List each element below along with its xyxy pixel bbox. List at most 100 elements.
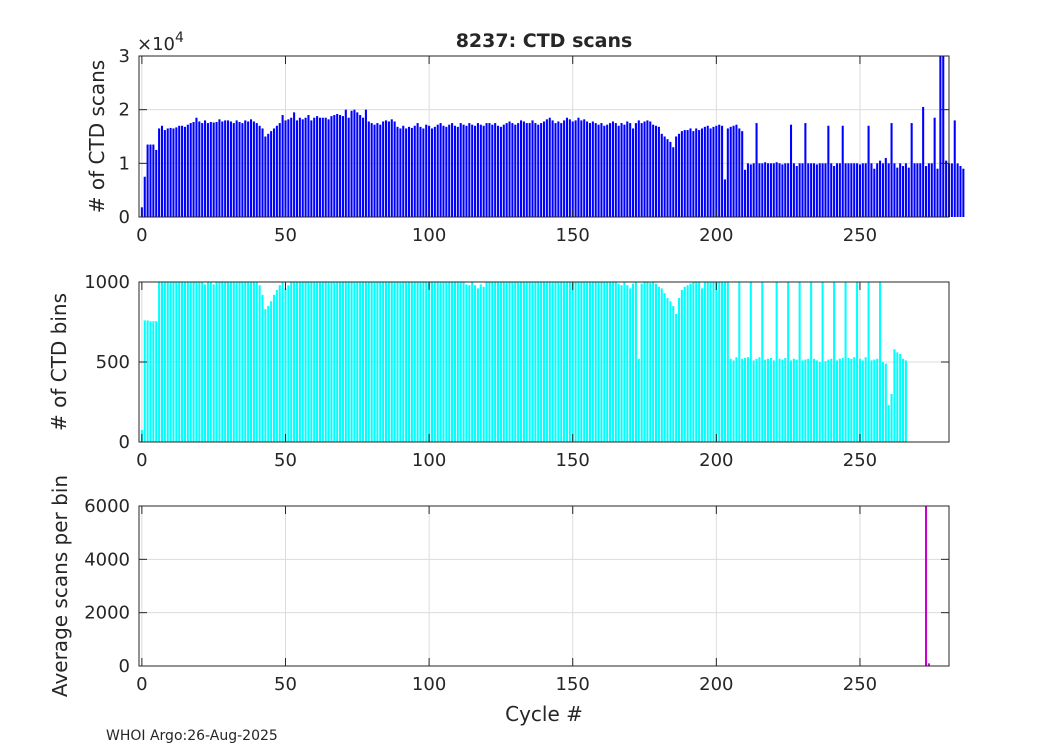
bar xyxy=(798,163,801,217)
x-tick-label: 200 xyxy=(699,674,733,695)
bar xyxy=(514,282,517,442)
x-tick-label: 0 xyxy=(136,225,147,246)
bar xyxy=(554,282,557,442)
x-tick-label: 150 xyxy=(556,674,590,695)
bar xyxy=(827,359,830,442)
bar xyxy=(519,120,523,217)
bar xyxy=(252,282,255,442)
bar xyxy=(764,162,767,217)
bar xyxy=(456,126,459,217)
bar xyxy=(850,358,853,442)
bar xyxy=(924,506,928,666)
bar xyxy=(209,122,212,217)
bar xyxy=(804,123,807,217)
bar xyxy=(175,282,178,442)
bar xyxy=(623,282,626,442)
bar xyxy=(876,163,879,217)
bar xyxy=(519,282,523,442)
bar xyxy=(471,282,474,442)
bar xyxy=(726,128,729,217)
bar xyxy=(574,282,577,442)
bar xyxy=(640,123,643,217)
bar xyxy=(677,298,681,442)
bar xyxy=(241,123,244,217)
bar xyxy=(910,123,913,217)
bar xyxy=(675,314,678,442)
bar xyxy=(304,117,307,217)
bar xyxy=(677,133,681,217)
bar xyxy=(959,166,962,217)
bar xyxy=(609,123,612,217)
bar xyxy=(930,163,933,217)
bar xyxy=(425,124,428,217)
bar xyxy=(781,164,784,217)
bar xyxy=(497,282,500,442)
bar xyxy=(887,163,890,217)
bar xyxy=(534,282,537,442)
bar xyxy=(215,282,218,442)
bar xyxy=(465,125,468,217)
bar-series xyxy=(140,282,907,442)
bar xyxy=(856,282,859,442)
bar xyxy=(893,349,896,442)
bar xyxy=(879,160,882,217)
bar xyxy=(812,358,816,442)
bar xyxy=(563,120,566,217)
bar xyxy=(551,282,554,442)
bar xyxy=(723,179,726,217)
bar xyxy=(505,123,508,217)
bar xyxy=(709,128,712,217)
bar xyxy=(867,282,870,442)
bar xyxy=(221,121,224,217)
x-tick-label: 100 xyxy=(412,225,446,246)
bar xyxy=(468,123,471,217)
bar xyxy=(698,282,701,442)
bar xyxy=(356,282,359,442)
bar xyxy=(672,147,675,217)
bar xyxy=(344,109,347,217)
bar xyxy=(183,282,186,442)
bar xyxy=(933,117,936,217)
bar xyxy=(405,128,408,217)
bar xyxy=(835,360,839,442)
bar xyxy=(586,282,589,442)
bar xyxy=(956,163,959,217)
bar xyxy=(844,282,847,442)
axes-3: 0 50 100 150 200 250 0 2000 4000 6000 Average scan… xyxy=(48,475,950,726)
bar xyxy=(227,120,230,217)
bar xyxy=(327,282,330,442)
bar xyxy=(617,125,620,217)
x-tick-label: 100 xyxy=(412,674,446,695)
x-tick-label: 250 xyxy=(843,450,877,471)
bar xyxy=(476,288,479,442)
bar xyxy=(445,126,448,217)
bar xyxy=(316,116,319,217)
bar xyxy=(502,282,505,442)
bar xyxy=(201,282,204,442)
bar xyxy=(729,126,732,217)
bar xyxy=(706,125,709,217)
bar xyxy=(462,282,465,442)
bar xyxy=(789,360,793,442)
bar xyxy=(632,283,635,442)
bar xyxy=(887,405,890,442)
bar xyxy=(163,130,166,217)
bar xyxy=(522,121,525,217)
bar xyxy=(683,286,686,442)
bar xyxy=(528,282,531,442)
bar xyxy=(551,120,554,217)
bar xyxy=(204,284,207,442)
bar xyxy=(597,124,600,217)
bar xyxy=(942,56,945,217)
bar xyxy=(769,358,772,442)
bar xyxy=(640,283,643,442)
bar xyxy=(899,354,902,442)
bar xyxy=(146,320,149,442)
bar xyxy=(669,141,672,217)
bar xyxy=(683,130,686,217)
bar xyxy=(594,123,597,217)
bar xyxy=(810,282,813,442)
bar xyxy=(844,163,847,217)
bar xyxy=(353,282,356,442)
